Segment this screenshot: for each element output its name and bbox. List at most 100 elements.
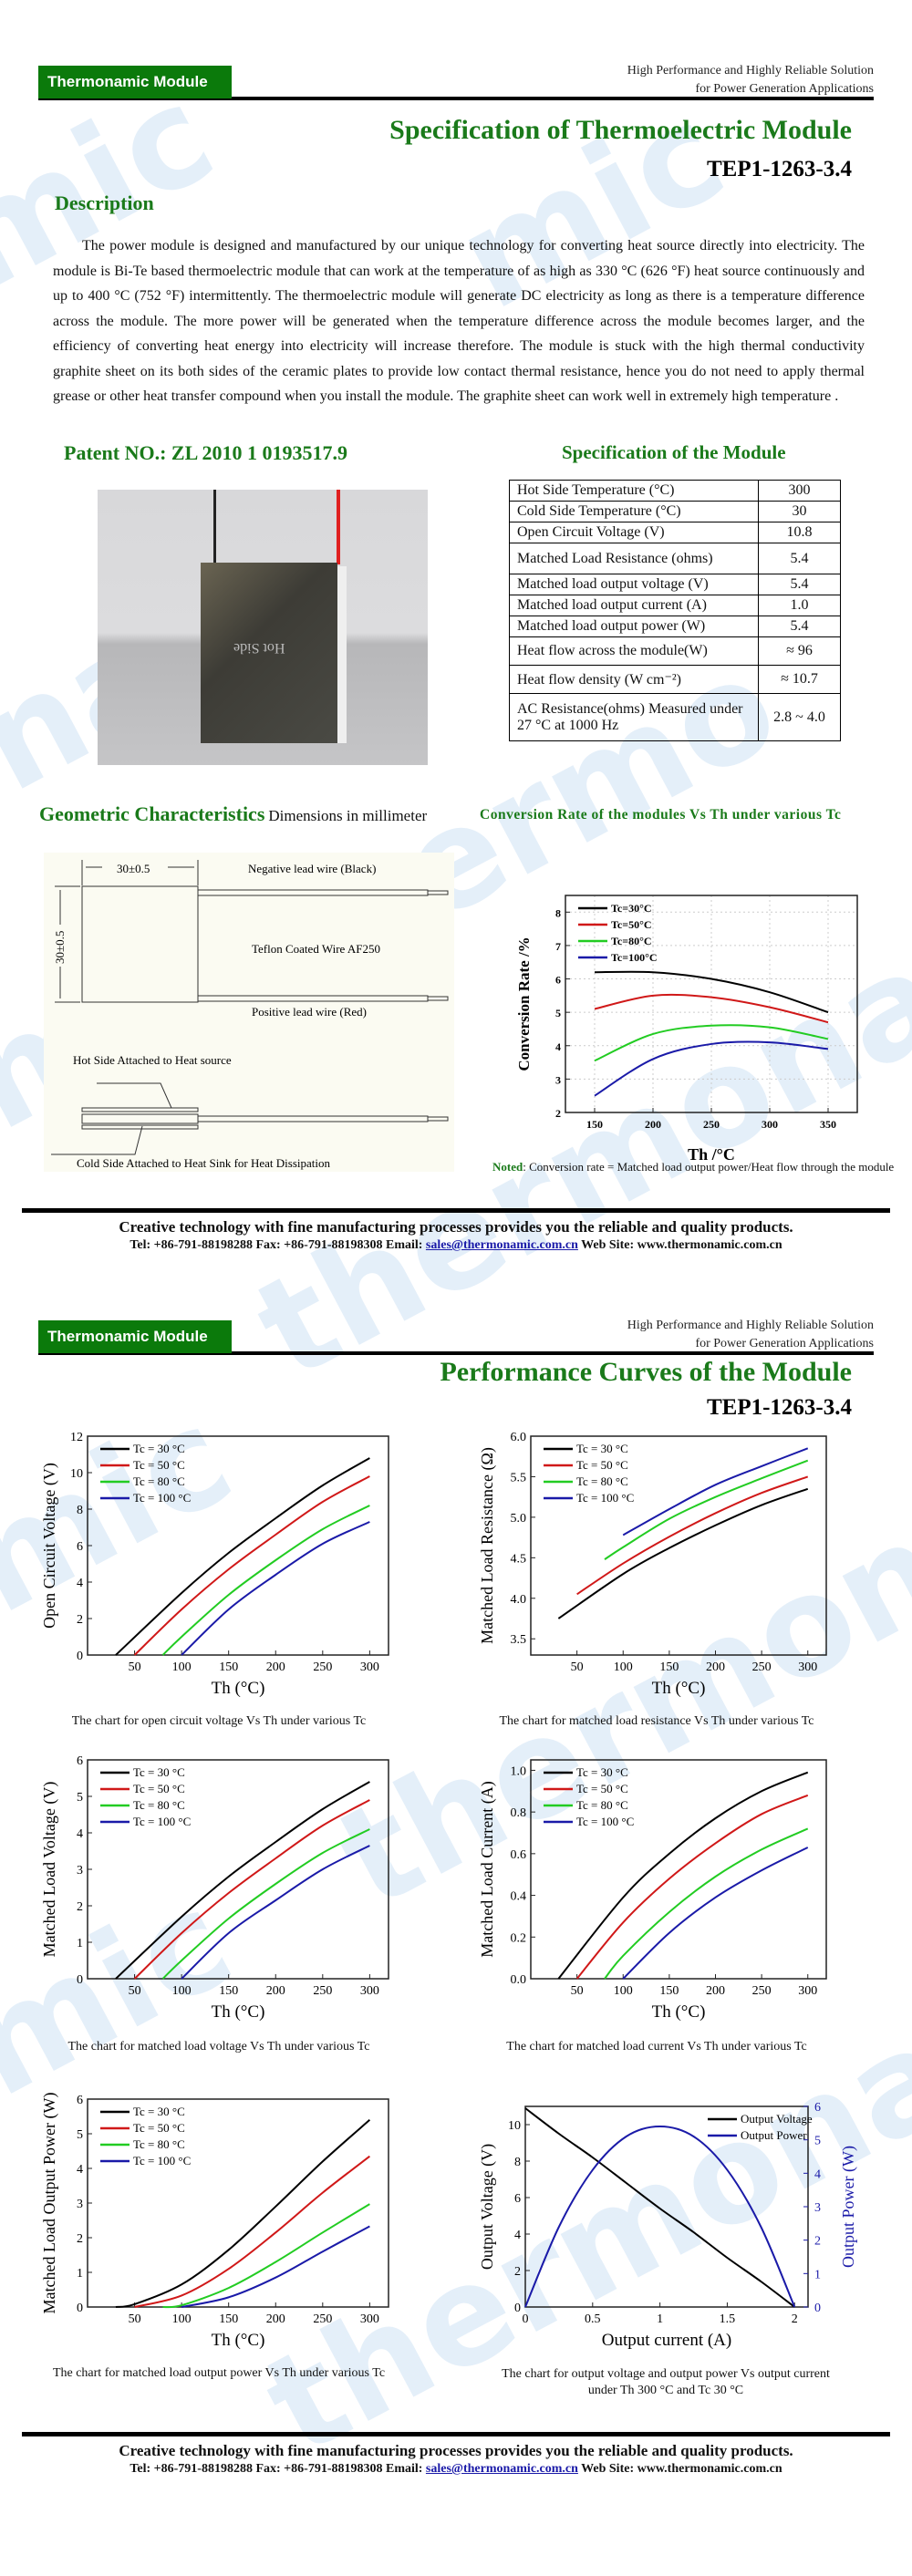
description-text: The power module is designed and manufac… <box>53 238 865 404</box>
svg-text:200: 200 <box>706 1984 725 1998</box>
svg-text:30±0.5: 30±0.5 <box>53 931 67 964</box>
svg-text:7: 7 <box>555 940 561 953</box>
svg-text:6: 6 <box>77 1540 83 1554</box>
svg-text:Tc = 100 °C: Tc = 100 °C <box>133 1491 191 1505</box>
red-wire <box>337 490 340 564</box>
svg-text:100: 100 <box>614 1984 633 1998</box>
svg-text:150: 150 <box>219 1660 238 1674</box>
email-link[interactable]: sales@thermonamic.com.cn <box>425 2462 578 2476</box>
svg-text:6: 6 <box>814 2101 821 2115</box>
conversion-note: Noted: Conversion rate = Matched load ou… <box>492 1160 895 1174</box>
chart-caption: The chart for matched load resistance Vs… <box>499 1714 814 1728</box>
svg-text:Positive lead wire (Red): Positive lead wire (Red) <box>252 1005 367 1019</box>
header-tagline: High Performance and Highly Reliable Sol… <box>627 64 874 96</box>
matched-load-resistance-chart: 50 100 150 200 250 300 3.5 4.0 4.5 5.0 5.5 6.0 Th (°… <box>478 1431 827 1698</box>
svg-text:2: 2 <box>555 1107 561 1120</box>
svg-text:4: 4 <box>77 1577 83 1590</box>
chart-caption: The chart for open circuit voltage Vs Th… <box>71 1714 367 1728</box>
model-number: TEP1-1263-3.4 <box>706 1395 852 1420</box>
svg-text:250: 250 <box>703 1118 720 1131</box>
svg-text:Tc=80°C: Tc=80°C <box>611 935 652 947</box>
footer-contact: Tel: +86-791-88198288 Fax: +86-791-88198… <box>130 2462 782 2476</box>
svg-text:150: 150 <box>219 1984 238 1998</box>
svg-text:Matched Load Output Power (W): Matched Load Output Power (W) <box>40 2093 59 2314</box>
page-header: Thermonamic Module High Performance and … <box>38 1315 874 1355</box>
footer-contact: Tel: +86-791-88198288 Fax: +86-791-88198… <box>130 1238 782 1252</box>
svg-text:6: 6 <box>77 2094 83 2107</box>
model-number: TEP1-1263-3.4 <box>706 157 852 181</box>
svg-text:Tc = 30 °C: Tc = 30 °C <box>576 1442 628 1455</box>
svg-text:4: 4 <box>555 1040 561 1053</box>
svg-text:350: 350 <box>820 1118 836 1131</box>
svg-text:1.0: 1.0 <box>511 1764 527 1778</box>
svg-text:300: 300 <box>360 1984 379 1998</box>
svg-text:Hot Side Attached to Heat sour: Hot Side Attached to Heat source <box>73 1053 232 1067</box>
svg-text:0.8: 0.8 <box>511 1806 527 1820</box>
svg-text:1: 1 <box>814 2268 821 2281</box>
svg-text:Tc = 30 °C: Tc = 30 °C <box>133 1442 185 1455</box>
svg-text:Tc=50°C: Tc=50°C <box>611 918 652 931</box>
svg-text:250: 250 <box>313 2312 332 2326</box>
svg-text:Output Power: Output Power <box>741 2128 807 2142</box>
page-title: Performance Curves of the Module <box>440 1357 852 1387</box>
header-tagline: High Performance and Highly Reliable Sol… <box>627 1319 874 1350</box>
svg-text:1: 1 <box>657 2312 663 2326</box>
svg-text:4: 4 <box>514 2229 521 2242</box>
svg-text:250: 250 <box>752 1984 772 1998</box>
svg-text:Tc=30°C: Tc=30°C <box>611 902 652 915</box>
footer-slogan: Creative technology with fine manufactur… <box>119 1218 793 1236</box>
svg-text:8: 8 <box>77 1504 83 1517</box>
svg-text:Th (°C): Th (°C) <box>652 1679 706 1698</box>
svg-text:2: 2 <box>77 2232 83 2246</box>
geometry-heading: Geometric Characteristics <box>39 802 265 825</box>
svg-text:Tc = 80 °C: Tc = 80 °C <box>133 2137 185 2151</box>
page-2: Thermonamic Module High Performance and … <box>0 1277 912 2576</box>
svg-text:5: 5 <box>814 2135 821 2148</box>
description-heading: Description <box>55 191 154 214</box>
svg-text:300: 300 <box>798 1660 817 1674</box>
chart-caption: The chart for matched load current Vs Th… <box>506 2040 807 2054</box>
ceramic-edge <box>337 566 347 743</box>
svg-text:Th (°C): Th (°C) <box>212 1679 265 1698</box>
svg-text:8: 8 <box>514 2156 521 2169</box>
svg-text:100: 100 <box>614 1660 633 1674</box>
svg-text:200: 200 <box>645 1118 661 1131</box>
dimension-drawing: 30±0.5 30±0.5 Negative lead wire (Black)… <box>51 860 449 1170</box>
chart-caption: The chart for output voltage and output … <box>502 2367 830 2397</box>
table-row: Heat flow across the module(W) ≈ 96 <box>509 636 841 666</box>
svg-text:300: 300 <box>360 2312 379 2326</box>
table-row: Matched Load Resistance (ohms) 5.4 <box>509 543 841 574</box>
svg-text:Matched Load Resistance (Ω): Matched Load Resistance (Ω) <box>478 1447 497 1644</box>
email-link[interactable]: sales@thermonamic.com.cn <box>425 1238 578 1252</box>
svg-text:10: 10 <box>508 2119 521 2133</box>
svg-text:5: 5 <box>77 1791 83 1805</box>
svg-text:30±0.5: 30±0.5 <box>117 862 150 875</box>
page-header: Thermonamic Module High Performance and … <box>38 60 874 100</box>
svg-text:Tc = 30 °C: Tc = 30 °C <box>133 1765 185 1779</box>
geometry-diagram: 30±0.5 30±0.5 Negative lead wire (Black)… <box>44 853 454 1172</box>
patent-number: Patent NO.: ZL 2010 1 0193517.9 <box>64 441 348 464</box>
matched-load-power-chart: 50 100 150 200 250 300 0 1 2 3 4 5 6 Th (°C) Matched L… <box>40 2093 389 2350</box>
svg-text:Matched Load Voltage (V): Matched Load Voltage (V) <box>40 1782 59 1958</box>
svg-text:4: 4 <box>814 2167 821 2181</box>
svg-text:5.5: 5.5 <box>511 1471 527 1485</box>
chart-caption: The chart for matched load output power … <box>52 2366 386 2380</box>
svg-text:0.0: 0.0 <box>511 1973 527 1987</box>
matched-load-voltage-chart: 50 100 150 200 250 300 0 1 2 3 4 5 6 Th (°C) Matched L… <box>40 1754 389 2022</box>
svg-text:1: 1 <box>77 2267 83 2281</box>
svg-text:50: 50 <box>571 1984 584 1998</box>
svg-text:6: 6 <box>555 974 561 987</box>
svg-text:3: 3 <box>814 2201 821 2215</box>
table-row: Matched load output voltage (V) 5.4 <box>509 574 841 595</box>
svg-text:4.5: 4.5 <box>511 1552 527 1566</box>
svg-text:3: 3 <box>77 1864 83 1878</box>
geometry-subheading: Dimensions in millimeter <box>268 807 428 824</box>
svg-text:Tc = 100 °C: Tc = 100 °C <box>133 1815 191 1828</box>
svg-text:150: 150 <box>586 1118 603 1131</box>
svg-text:Tc = 30 °C: Tc = 30 °C <box>133 2105 185 2118</box>
table-row: Heat flow density (W cm⁻²) ≈ 10.7 <box>509 665 841 694</box>
svg-text:0: 0 <box>523 2312 529 2326</box>
svg-text:Tc = 50 °C: Tc = 50 °C <box>576 1458 628 1472</box>
svg-text:Th /°C: Th /°C <box>688 1145 735 1164</box>
brand-badge: Thermonamic Module <box>38 66 232 98</box>
